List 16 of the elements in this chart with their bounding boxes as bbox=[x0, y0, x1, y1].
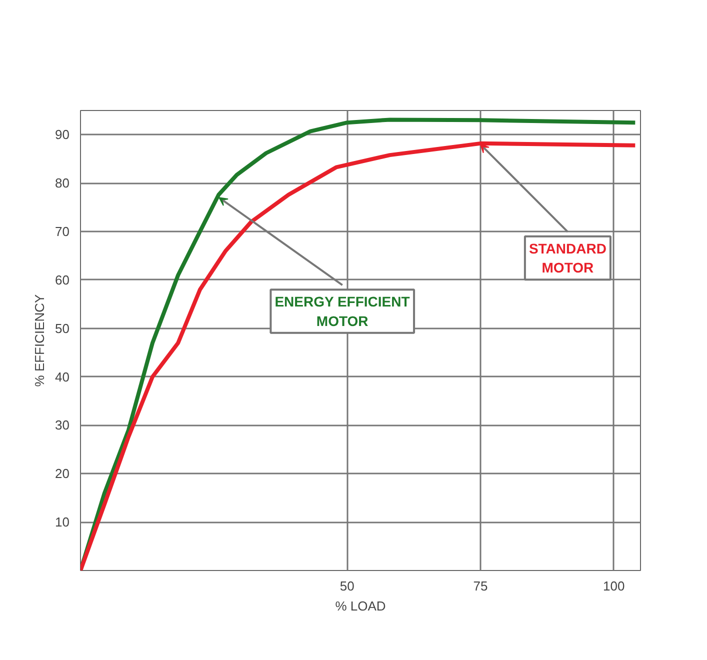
y-tick-label: 90 bbox=[55, 127, 70, 142]
annotation: ENERGY EFFICIENT MOTOR bbox=[274, 294, 410, 329]
y-tick-label: 20 bbox=[55, 466, 70, 482]
y-tick-label: 60 bbox=[55, 272, 70, 288]
x-tick-label: 100 bbox=[602, 578, 625, 594]
y-tick-label: 10 bbox=[55, 514, 70, 530]
y-tick-label: 50 bbox=[55, 320, 70, 336]
x-tick-label: 50 bbox=[340, 578, 354, 594]
y-tick-label: 40 bbox=[55, 369, 70, 384]
y-axis-title: % EFFICIENCY bbox=[32, 294, 48, 387]
x-tick-label: 75 bbox=[473, 578, 488, 594]
annotation: STANDARD MOTOR bbox=[528, 240, 606, 276]
y-tick-label: 30 bbox=[55, 418, 70, 433]
y-tick-label: 70 bbox=[55, 224, 70, 240]
y-tick-label: 80 bbox=[55, 176, 70, 191]
x-axis-title: % LOAD bbox=[335, 598, 386, 614]
